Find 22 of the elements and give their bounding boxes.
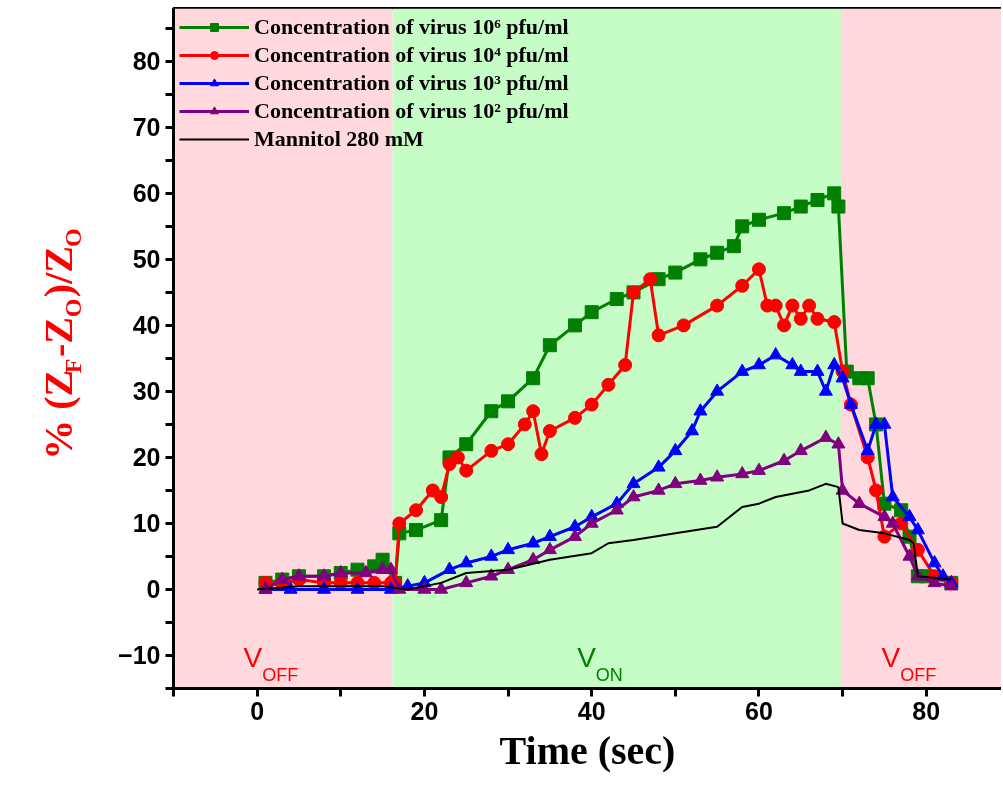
- y-tick-label: 0: [146, 575, 161, 604]
- legend-label: Concentration of virus 10⁶ pfu/ml: [254, 14, 569, 40]
- legend-label: Concentration of virus 10⁴ pfu/ml: [254, 42, 569, 68]
- y-tick-label: 10: [132, 509, 161, 538]
- y-tick-label: 60: [132, 179, 161, 208]
- legend-label: Mannitol 280 mM: [254, 126, 424, 152]
- x-tick-label: 40: [577, 696, 606, 725]
- x-tick-label: 20: [410, 696, 439, 725]
- x-tick-label: 0: [250, 696, 265, 725]
- legend-label: Concentration of virus 10² pfu/ml: [254, 98, 569, 124]
- y-axis-title: % (ZF-ZO)/ZO: [36, 228, 86, 460]
- x-tick-label: 60: [745, 696, 773, 725]
- y-tick-label: 40: [132, 311, 161, 340]
- y-tick-label: 50: [132, 245, 161, 274]
- y-tick-label: −10: [118, 641, 161, 670]
- y-tick-label: 80: [132, 47, 161, 76]
- legend-label: Concentration of virus 10³ pfu/ml: [254, 70, 569, 96]
- y-tick-label: 20: [132, 443, 161, 472]
- x-tick-label: 80: [912, 696, 941, 725]
- x-axis-title: Time (sec): [499, 727, 676, 773]
- y-tick-label: 70: [132, 113, 161, 142]
- y-tick-label: 30: [132, 377, 161, 406]
